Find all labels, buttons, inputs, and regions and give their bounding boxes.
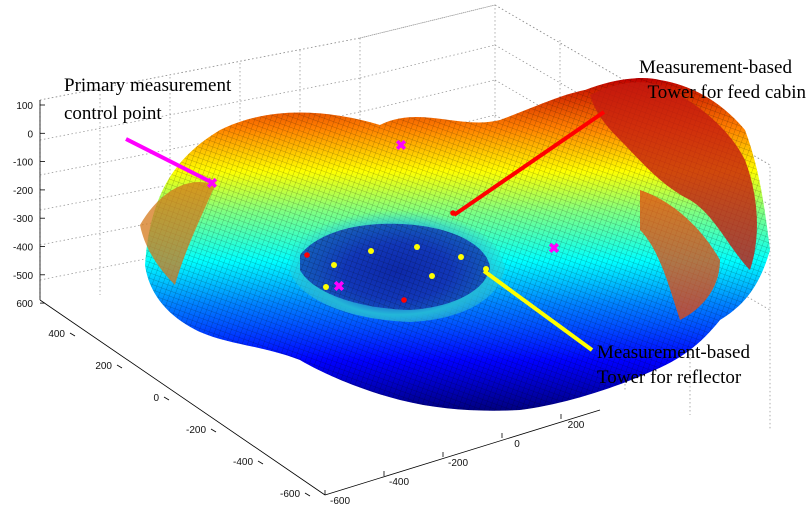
annotation-feed-cabin-line2: Tower for feed cabin — [647, 82, 806, 103]
annotations: Primary measurement control point Measur… — [64, 57, 806, 388]
left-axis-tick-label: -200 — [186, 425, 206, 436]
bottom-axis-line — [324, 409, 601, 496]
z-axis-tick-label: -400 — [13, 243, 33, 254]
annotation-reflector-line2: Tower for reflector — [597, 367, 742, 388]
control-point-arrow — [125, 137, 214, 185]
z-axis-tick-label: -300 — [13, 214, 33, 225]
marker-yellow-star — [458, 254, 464, 260]
left-axis-tick-mark — [304, 492, 311, 497]
marker-red-dot — [304, 252, 310, 258]
marker-magenta-x: ✖ — [548, 242, 560, 257]
marker-yellow-star — [368, 248, 374, 254]
bottom-axis-tick-label: -600 — [330, 496, 350, 507]
left-axis-tick-mark — [69, 332, 76, 337]
z-axis-tick-label: -500 — [13, 271, 33, 282]
z-axis-tick-labels: 100 0 -100 -200 -300 -400 -500 600 — [13, 101, 45, 310]
left-axis-tick-label: 0 — [153, 393, 159, 404]
marker-magenta-x: ✖ — [395, 139, 407, 154]
bottom-axis-tick-label: 0 — [514, 439, 520, 450]
left-axis-tick-mark — [257, 460, 264, 465]
left-axis-tick-label: 400 — [48, 329, 65, 340]
marker-yellow-star — [414, 244, 420, 250]
left-axis-tick-label: 200 — [95, 361, 112, 372]
reflector-arrow — [482, 269, 594, 352]
left-axis-tick-mark — [116, 364, 123, 369]
z-axis-tick-label: -100 — [13, 158, 33, 169]
annotation-control-point-line2: control point — [64, 103, 162, 124]
z-axis-tick-label: 100 — [16, 101, 33, 112]
z-axis-tick-label: -200 — [13, 186, 33, 197]
bottom-axis-tick-label: -200 — [448, 458, 468, 469]
bottom-axis-tick-label: 200 — [568, 420, 585, 431]
left-axis-tick-mark — [210, 428, 217, 433]
marker-yellow-star — [429, 273, 435, 279]
marker-magenta-x: ✖ — [333, 280, 345, 295]
bottom-axis-tick-label: -400 — [389, 477, 409, 488]
terrain-surface — [140, 78, 770, 411]
feed-cabin-arrow — [452, 110, 606, 217]
annotation-feed-cabin-line1: Measurement-based — [639, 57, 792, 78]
annotation-reflector-line1: Measurement-based — [597, 342, 750, 363]
marker-yellow-star — [331, 262, 337, 268]
z-axis-tick-label: 0 — [27, 129, 33, 140]
left-axis-tick-label: -400 — [233, 457, 253, 468]
bottom-axis-tick-labels: -600 -400 -200 0 200 — [324, 414, 585, 507]
z-axis-tick-label: 600 — [16, 299, 33, 310]
left-axis-tick-label: -600 — [280, 489, 300, 500]
marker-yellow-star — [323, 284, 329, 290]
left-axis-tick-mark — [163, 396, 170, 401]
annotation-arrows — [125, 110, 606, 352]
annotation-control-point-line1: Primary measurement — [64, 75, 232, 96]
left-axis-line — [39, 299, 326, 496]
marker-red-dot — [401, 297, 407, 303]
left-axis-tick-labels: 400 200 0 -200 -400 -600 — [48, 329, 311, 500]
